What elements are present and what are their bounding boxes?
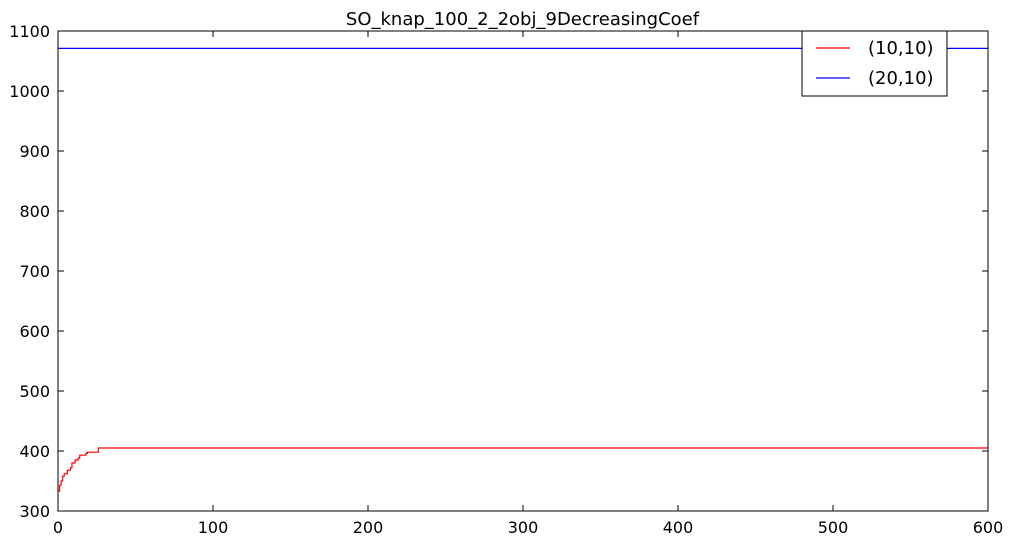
y-tick-label: 900: [19, 142, 50, 161]
legend-label-2: (20,10): [868, 68, 934, 89]
x-tick-label: 600: [973, 518, 1004, 537]
y-tick-label: 400: [19, 442, 50, 461]
y-tick-label: 300: [19, 502, 50, 521]
y-tick-label: 1000: [9, 82, 50, 101]
y-tick-label: 600: [19, 322, 50, 341]
y-tick-label: 500: [19, 382, 50, 401]
legend: (10,10) (20,10): [801, 30, 948, 97]
y-tick-label: 800: [19, 202, 50, 221]
axes-layer: 0 100 200 300 400 500 600 300 400 500 600 700 800 900…: [9, 22, 1003, 537]
x-tick-label: 400: [663, 518, 694, 537]
x-tick-label: 200: [353, 518, 384, 537]
legend-box: [801, 30, 948, 97]
x-tick-label: 0: [53, 518, 63, 537]
series-line-1: [58, 447, 988, 492]
x-tick-label: 100: [198, 518, 229, 537]
y-tick-label: 700: [19, 262, 50, 281]
x-tick-label: 500: [818, 518, 849, 537]
chart-title: SO_knap_100_2_2obj_9DecreasingCoef: [346, 9, 700, 30]
legend-label-1: (10,10): [868, 38, 934, 59]
y-tick-label: 1100: [9, 22, 50, 41]
x-tick-label: 300: [508, 518, 539, 537]
